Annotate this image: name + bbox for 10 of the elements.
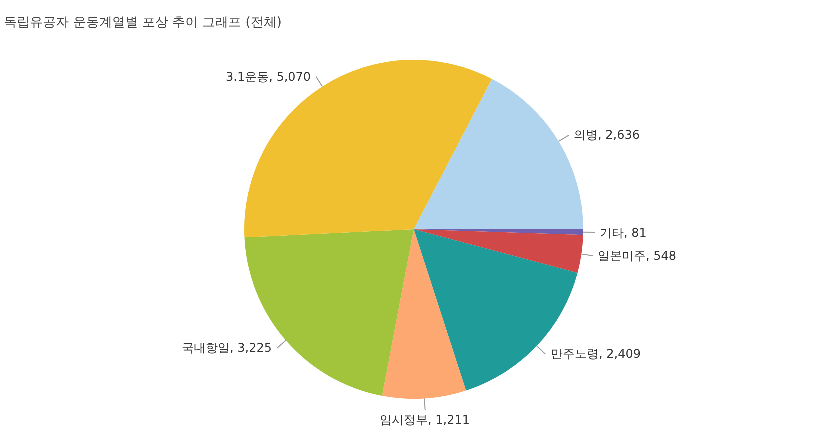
slice-label: 만주노령, 2,409	[551, 347, 641, 361]
slice-label: 3.1운동, 5,070	[226, 70, 312, 84]
slice-label: 국내항일, 3,225	[182, 341, 272, 355]
pie-slice	[382, 230, 466, 399]
slice-label: 임시정부, 1,211	[380, 413, 470, 427]
slice-label: 일본미주, 548	[598, 249, 677, 263]
slice-label: 기타, 81	[600, 226, 647, 240]
slice-label: 의병, 2,636	[574, 128, 640, 142]
pie-slice	[414, 230, 584, 274]
chart-title: 독립유공자 운동계열별 포상 추이 그래프 (전체)	[4, 15, 282, 30]
